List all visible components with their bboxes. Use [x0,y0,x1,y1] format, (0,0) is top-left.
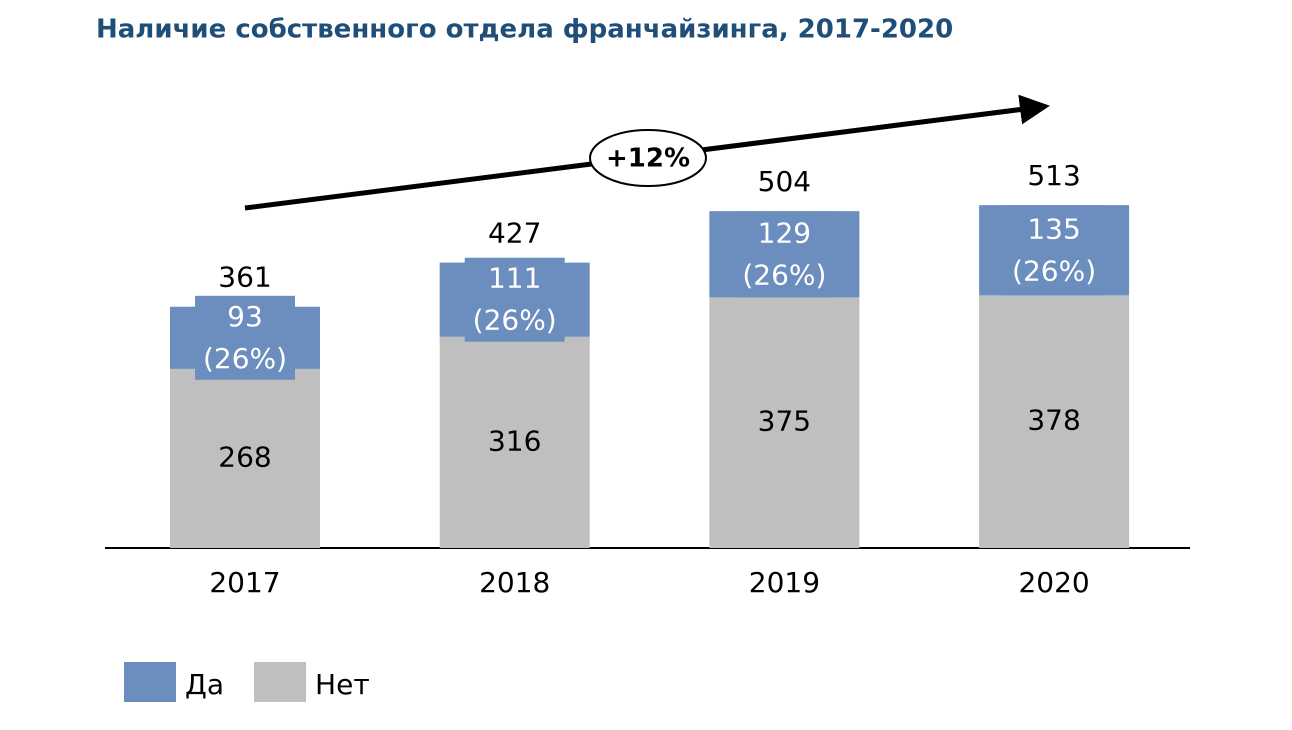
value-label: 135 [1027,212,1080,245]
bar-segment [979,295,1130,548]
label-background [1004,205,1105,296]
value-label: 268 [218,440,271,473]
chart-title: Наличие собственного отдела франчайзинга… [96,15,953,45]
annotation: +12% [606,144,690,174]
value-label: 129 [758,216,811,249]
legend-swatch [124,662,176,702]
x-tick-label: 2017 [209,566,280,599]
legend-label: Нет [315,668,370,701]
share-label: (26%) [1012,254,1096,287]
share-label: (26%) [742,258,826,291]
label-background [464,257,565,342]
bar-segment [439,336,590,548]
total-label: 513 [1027,159,1080,192]
total-label: 361 [218,261,271,294]
share-label: (26%) [203,342,287,375]
value-label: 378 [1027,404,1080,437]
value-label: 93 [227,300,263,333]
x-tick-label: 2018 [479,566,550,599]
bar-segment [170,368,320,548]
label-background [734,211,835,298]
annotation-bubble [589,129,707,187]
x-tick-label: 2019 [749,566,820,599]
x-tick-label: 2020 [1018,566,1089,599]
total-label: 504 [758,165,811,198]
value-label: 316 [488,424,541,457]
legend-label: Да [185,668,224,701]
total-label: 427 [488,217,541,250]
value-label: 375 [758,405,811,438]
label-background [195,295,295,380]
bar-segment [709,297,860,548]
legend-swatch [254,662,307,702]
value-label: 111 [488,262,541,295]
share-label: (26%) [473,304,557,337]
